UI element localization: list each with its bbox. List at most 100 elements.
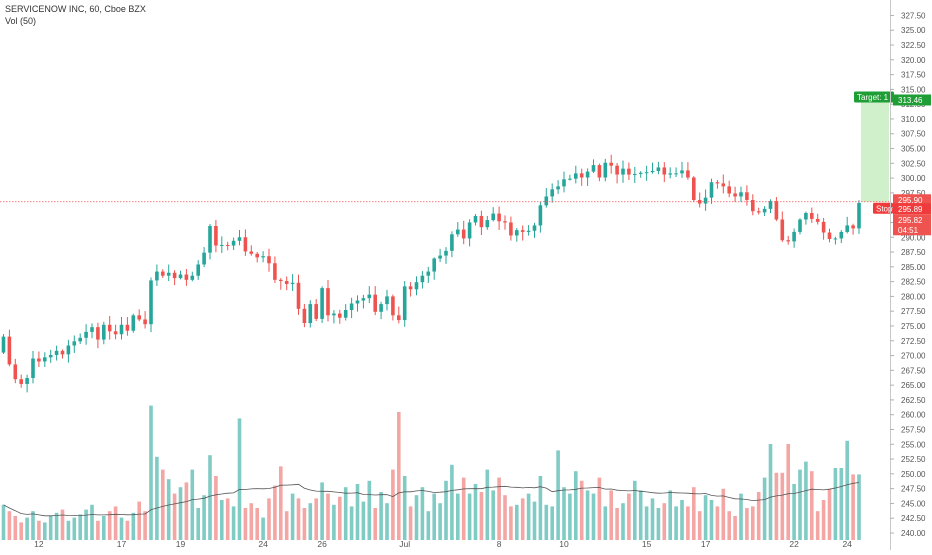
volume-bar <box>172 493 177 540</box>
volume-bar <box>320 482 324 540</box>
volume-bar <box>90 504 94 540</box>
candle-body <box>78 337 82 342</box>
volume-bar <box>113 506 118 540</box>
candle-body <box>456 229 460 235</box>
candle-body <box>279 279 283 282</box>
volume-bar <box>467 493 472 540</box>
candle-body <box>739 192 743 197</box>
volume-bar <box>178 487 183 540</box>
volume-bar <box>674 506 678 540</box>
volume-indicator-title[interactable]: Vol (50) <box>5 16 37 26</box>
price-tick-label: 325.00 <box>901 26 926 35</box>
candle-body <box>461 229 466 239</box>
volume-bar <box>692 487 696 540</box>
volume-bar <box>107 511 112 540</box>
candle-body <box>255 253 259 258</box>
price-tick-label: 260.00 <box>901 411 926 420</box>
candle-body <box>467 222 472 239</box>
candle-body <box>810 212 814 219</box>
time-tick-label: 8 <box>497 539 502 549</box>
candle-body <box>745 192 749 200</box>
volume-bar <box>544 504 549 540</box>
candle-body <box>703 197 708 204</box>
symbol-title[interactable]: SERVICENOW INC, 60, Cboe BZX <box>5 4 146 14</box>
volume-bar <box>208 455 212 540</box>
candle-body <box>526 230 531 232</box>
price-tick-label: 290.00 <box>901 233 926 242</box>
price-axis[interactable]: 240.00 242.50 245.00 247.50 250.00 252.50 255.… <box>890 11 926 538</box>
target-label[interactable]: Target: 1 <box>854 91 894 103</box>
candle-body <box>798 219 802 232</box>
candle-body <box>497 213 501 222</box>
price-tick-label: 265.00 <box>901 381 926 390</box>
candle-body <box>367 294 372 299</box>
candle-body <box>503 221 507 223</box>
time-tick-label: 19 <box>176 539 186 549</box>
candle-body <box>662 167 667 175</box>
volume-bar <box>149 405 153 540</box>
volume-bar <box>609 490 613 540</box>
candle-body <box>290 282 295 284</box>
candle-body <box>243 237 248 252</box>
stop-label[interactable]: Stop <box>873 202 893 214</box>
volume-bar <box>296 498 301 540</box>
volume-bar <box>503 495 507 540</box>
target-price-tag: 313.46 <box>893 94 931 106</box>
volume-bar <box>597 477 602 540</box>
candle-body <box>674 173 678 175</box>
candle-body <box>556 186 560 190</box>
candle-body <box>656 167 661 172</box>
candle-body <box>102 324 106 340</box>
volume-bar <box>491 490 495 540</box>
volume-bar <box>414 495 419 540</box>
time-axis[interactable]: 12 17 19 24 26 Jul 8 10 15 17 22 24 <box>34 539 852 549</box>
volume-bar <box>745 508 749 540</box>
candle-body <box>756 211 761 213</box>
volume-bar <box>585 490 590 540</box>
price-tick-label: 307.50 <box>901 130 926 139</box>
candle-body <box>857 202 861 229</box>
volume-bar <box>202 495 206 540</box>
volume-bar <box>102 516 106 540</box>
price-tick-label: 270.00 <box>901 352 926 361</box>
candle-body <box>615 165 619 175</box>
volume-bar <box>25 517 29 540</box>
candle-body <box>574 173 578 179</box>
chart-legend[interactable]: SERVICENOW INC, 60, Cboe BZX Vol (50) <box>5 3 146 27</box>
candle-body <box>638 172 643 174</box>
candle-body <box>320 288 324 319</box>
position-tool[interactable]: Target: 1 Stop <box>0 91 894 214</box>
volume-bar <box>131 512 136 540</box>
volume-bar <box>143 511 147 540</box>
volume-bar <box>391 469 395 540</box>
time-tick-label: 17 <box>117 539 127 549</box>
candle-body <box>391 296 395 316</box>
price-tick-label: 297.50 <box>901 189 926 198</box>
price-tick-label: 240.00 <box>901 529 926 538</box>
volume-bar <box>556 450 560 540</box>
candle-body <box>343 310 348 318</box>
price-tick-label: 300.00 <box>901 174 926 183</box>
volume-bar <box>526 493 531 540</box>
price-tick-label: 310.00 <box>901 115 926 124</box>
volume-bar <box>19 522 23 540</box>
price-tick-label: 285.00 <box>901 263 926 272</box>
candle-body <box>137 315 141 320</box>
candle-body <box>96 327 100 340</box>
volume-bar <box>432 493 436 540</box>
candle-body <box>591 165 596 172</box>
candle-body <box>804 212 808 220</box>
candle-body <box>597 165 602 178</box>
volume-bar <box>650 498 655 540</box>
candle-body <box>84 331 88 338</box>
volume-bar <box>851 474 855 540</box>
candle-body <box>733 193 737 197</box>
volume-bar <box>473 484 478 540</box>
volume-bar <box>827 488 832 540</box>
price-tick-label: 272.50 <box>901 337 926 346</box>
volume-bar <box>662 503 667 540</box>
volume-bar <box>821 500 826 540</box>
target-zone[interactable] <box>861 98 889 202</box>
